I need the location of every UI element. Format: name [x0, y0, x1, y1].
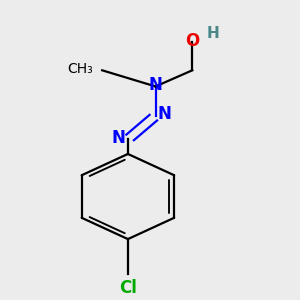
Text: N: N [112, 129, 126, 147]
Text: N: N [158, 105, 172, 123]
Text: N: N [148, 76, 163, 94]
Text: Cl: Cl [119, 279, 137, 297]
Text: O: O [185, 32, 200, 50]
Text: H: H [206, 26, 219, 41]
Text: CH₃: CH₃ [67, 62, 93, 76]
